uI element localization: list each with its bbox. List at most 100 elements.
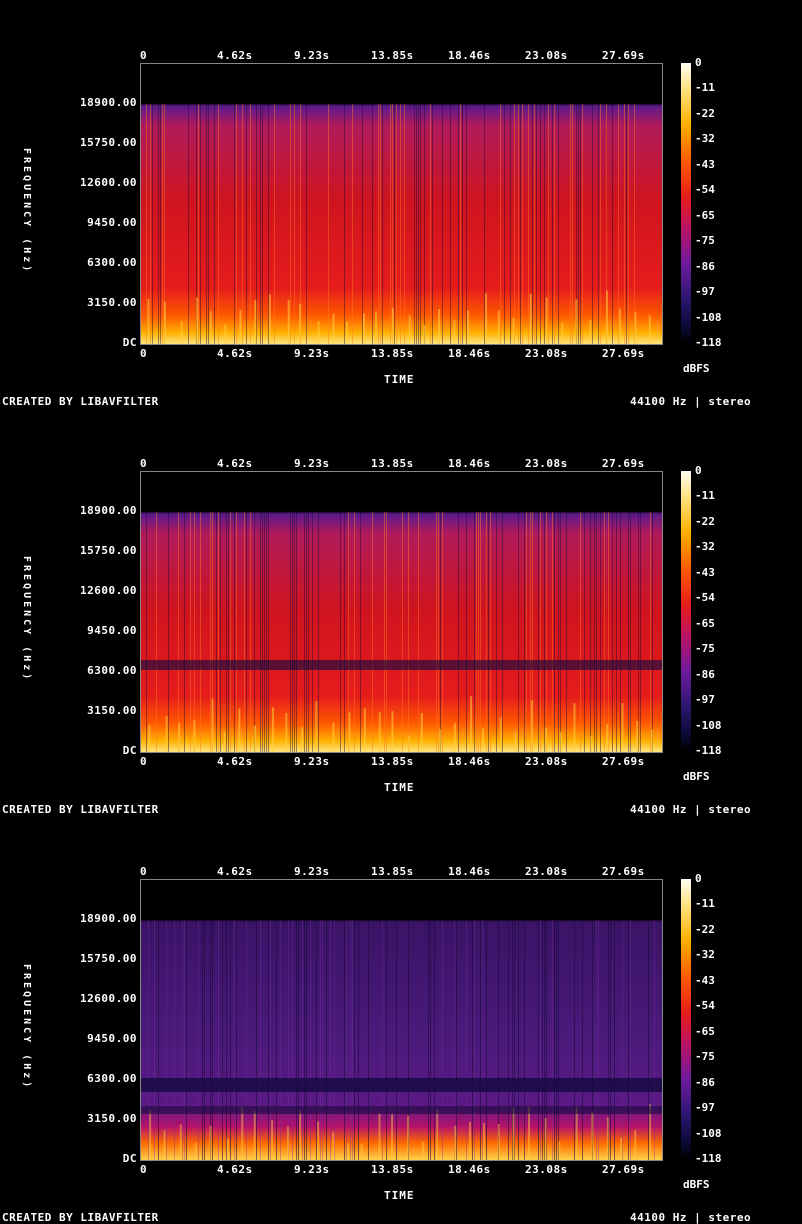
colorbar-tick: -22 (695, 106, 715, 120)
spectrogram-column (308, 512, 309, 752)
spectrogram-burst (512, 1107, 515, 1160)
spectrogram-column (408, 512, 409, 752)
spectrogram-column (606, 104, 607, 344)
spectrogram-burst (332, 723, 335, 752)
spectrogram-column (496, 512, 497, 752)
spectrogram-burst (559, 731, 562, 752)
spectrogram-column (556, 920, 557, 1160)
spectrogram-column (268, 920, 269, 1160)
spectrogram-burst (378, 1113, 381, 1160)
spectrogram-burst (363, 313, 366, 344)
spectrogram-burst (165, 716, 168, 752)
colorbar-tick: -65 (695, 1024, 715, 1038)
x-tick-bottom: 9.23s (294, 347, 330, 360)
spectrogram-column (306, 920, 307, 1160)
y-tick: 6300.00 (87, 1072, 137, 1085)
spectrogram-column (458, 512, 459, 752)
spectrogram-column (596, 512, 597, 752)
spectrogram-column (266, 512, 267, 752)
spectrogram-burst (620, 1137, 623, 1160)
footer-credit: CREATED BY LIBAVFILTER (2, 803, 159, 816)
spectrogram-column (500, 104, 501, 344)
spectrogram-burst (634, 1130, 637, 1160)
spectrogram-column (414, 104, 415, 344)
spectrogram-column (246, 920, 247, 1160)
spectrogram-column (200, 512, 201, 752)
spectrogram-column (146, 104, 147, 344)
spectrogram-column (368, 920, 369, 1160)
y-tick: 9450.00 (87, 624, 137, 637)
spectrogram-column (490, 512, 491, 752)
spectrogram-column (226, 920, 227, 1160)
spectrogram-burst (253, 1110, 256, 1160)
spectrogram-burst (545, 727, 548, 752)
spectrogram-column (276, 920, 277, 1160)
spectrogram-column (334, 920, 335, 1160)
colorbar-tick: -108 (695, 718, 722, 732)
y-tick: 6300.00 (87, 664, 137, 677)
spectrogram-burst (301, 727, 304, 752)
spectrogram-column (442, 104, 443, 344)
spectrogram-column (226, 512, 227, 752)
spectrogram-column (228, 512, 229, 752)
spectrogram-column (520, 104, 521, 344)
spectrogram-column (382, 104, 383, 344)
spectrogram-burst (378, 712, 381, 752)
spectrogram-burst (271, 707, 274, 752)
spectrogram-column (150, 104, 151, 344)
colorbar-tick: -86 (695, 259, 715, 273)
spectrogram-column (592, 104, 593, 344)
spectrogram-column (208, 104, 209, 344)
colorbar (681, 63, 691, 343)
y-tick: 12600.00 (80, 176, 137, 189)
spectrogram-column (408, 920, 409, 1160)
spectrogram-burst (618, 308, 621, 344)
spectrogram-column (344, 920, 345, 1160)
x-tick-bottom: 23.08s (525, 755, 568, 768)
spectrogram-column (532, 104, 533, 344)
spectrogram-column (166, 920, 167, 1160)
spectrogram-burst (346, 321, 349, 344)
spectrogram-column (154, 920, 155, 1160)
spectrogram-column (354, 920, 355, 1160)
x-tick-bottom: 18.46s (448, 755, 491, 768)
spectrogram-energy (141, 880, 662, 1160)
spectrogram-column (600, 512, 601, 752)
spectrogram-column (236, 920, 237, 1160)
spectrogram-burst (391, 711, 394, 752)
spectrogram-column (596, 920, 597, 1160)
x-tick-top: 18.46s (448, 865, 491, 878)
spectrogram-column (522, 104, 523, 344)
colorbar-tick: -43 (695, 973, 715, 987)
spectrogram-plot (140, 471, 663, 753)
spectrogram-column (236, 512, 237, 752)
spectrogram-burst (147, 299, 150, 344)
x-tick-top: 0 (140, 457, 148, 470)
x-tick-top: 18.46s (448, 49, 491, 62)
spectrogram-burst (209, 311, 212, 344)
spectrogram-column (518, 920, 519, 1160)
spectrogram-column (306, 512, 307, 752)
spectrogram-column (480, 920, 481, 1160)
colorbar-tick: -65 (695, 208, 715, 222)
y-tick: 15750.00 (80, 136, 137, 149)
spectrogram-burst (453, 723, 456, 752)
spectrogram-energy (141, 472, 662, 752)
colorbar-tick: -32 (695, 948, 715, 962)
spectrogram-column (396, 920, 397, 1160)
x-tick-top: 23.08s (525, 865, 568, 878)
spectrogram-column (618, 104, 619, 344)
spectrogram-column (292, 920, 293, 1160)
y-axis-label: FREQUENCY (Hz) (21, 964, 32, 1091)
y-tick: DC (122, 336, 137, 349)
spectrogram-burst (621, 703, 624, 752)
spectrogram-column (178, 512, 179, 752)
spectrogram-column (280, 920, 281, 1160)
colorbar-tick: -118 (695, 1152, 722, 1165)
spectrogram-burst (241, 1106, 244, 1160)
spectrogram-column (546, 920, 547, 1160)
spectrogram-burst (422, 1141, 425, 1160)
spectrogram-column (604, 512, 605, 752)
footer-credit: CREATED BY LIBAVFILTER (2, 1211, 159, 1224)
colorbar-tick: -54 (695, 591, 715, 605)
